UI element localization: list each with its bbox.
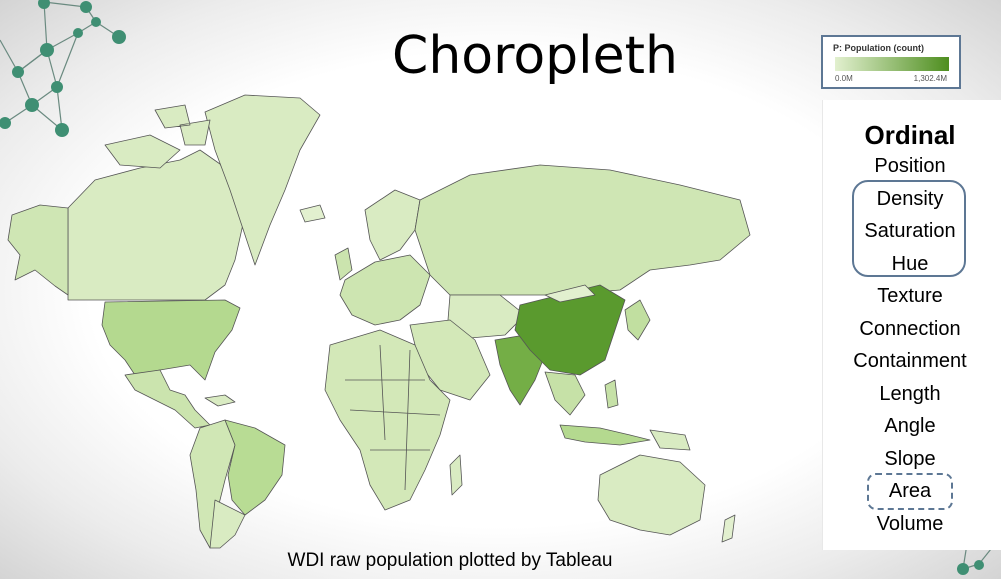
region-usa <box>101 299 241 381</box>
region-new-guinea <box>649 429 691 451</box>
region-madagascar <box>449 454 463 496</box>
encoding-item-length: Length <box>879 383 941 405</box>
region-brazil <box>224 419 286 516</box>
encoding-item-angle: Angle <box>884 415 936 437</box>
highlight-box-solid <box>852 180 966 277</box>
encoding-item-hue: Hue <box>891 253 929 275</box>
region-philippines <box>604 379 619 409</box>
highlight-box-dashed <box>867 473 953 510</box>
encoding-item-texture: Texture <box>877 285 943 307</box>
region-mongolia <box>544 284 596 303</box>
encoding-item-density: Density <box>876 188 944 210</box>
slide-title: Choropleth <box>392 26 678 86</box>
region-caribbean <box>204 394 236 407</box>
region-australia <box>597 454 706 536</box>
region-iceland <box>299 204 326 223</box>
color-legend: P: Population (count) 0.0M 1,302.4M <box>821 35 961 89</box>
map-caption: WDI raw population plotted by Tableau <box>287 550 613 571</box>
encoding-item-slope: Slope <box>884 448 936 470</box>
region-new-zealand <box>721 514 736 543</box>
encoding-item-area: Area <box>888 480 932 502</box>
network-decoration-top-left <box>0 0 126 137</box>
encoding-item-position: Position <box>874 155 946 177</box>
region-russia <box>414 164 751 296</box>
region-southeast-asia <box>544 371 586 416</box>
encoding-item-saturation: Saturation <box>864 220 956 242</box>
encoding-item-volume: Volume <box>876 513 944 535</box>
region-japan <box>624 299 651 341</box>
legend-min-label: 0.0M <box>835 74 853 83</box>
region-greenland <box>204 94 321 266</box>
encoding-item-containment: Containment <box>853 350 967 372</box>
choropleth-world-map <box>7 94 751 549</box>
region-europe <box>339 254 431 326</box>
region-mexico <box>124 369 211 429</box>
region-alaska <box>7 204 69 296</box>
legend-max-label: 1,302.4M <box>913 74 947 83</box>
encoding-item-connection: Connection <box>859 318 961 340</box>
encoding-panel <box>822 100 1001 550</box>
region-indonesia <box>559 424 651 446</box>
region-southern-cone <box>209 499 246 549</box>
region-scandinavia <box>364 189 421 261</box>
region-arctic-islands <box>104 104 211 169</box>
legend-title: P: Population (count) <box>833 43 924 53</box>
region-canada <box>67 149 246 301</box>
region-uk <box>334 247 353 281</box>
region-africa <box>324 329 451 511</box>
encoding-heading: Ordinal <box>864 120 956 150</box>
legend-gradient-bar <box>835 57 949 71</box>
